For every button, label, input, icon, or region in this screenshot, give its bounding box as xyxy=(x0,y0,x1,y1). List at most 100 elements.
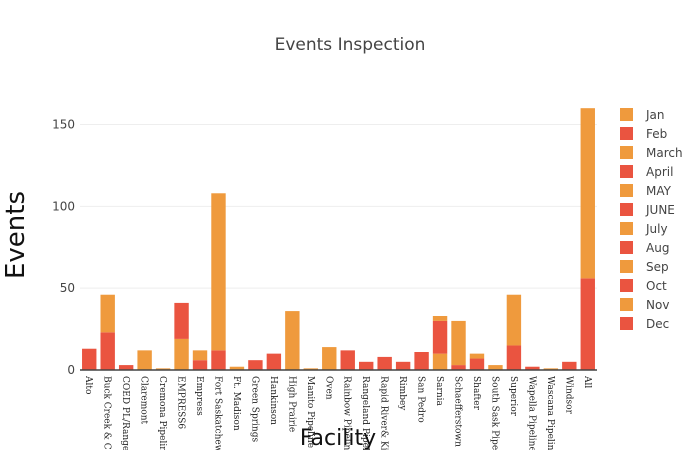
legend-label: Dec xyxy=(646,317,669,331)
bar-segment xyxy=(285,311,300,370)
x-tick-label: Alto xyxy=(83,375,93,394)
x-tick-label: Superior xyxy=(508,376,518,417)
y-tick-label: 100 xyxy=(52,199,75,213)
legend-label: Jan xyxy=(645,108,665,122)
bar-segment xyxy=(358,361,374,370)
x-tick-label: Oven xyxy=(323,376,333,400)
bar-segment xyxy=(469,358,485,370)
bar-segment xyxy=(100,332,115,370)
x-tick-label: Schaefferstown xyxy=(453,376,463,447)
x-tick-label: Buck Creek & CC xyxy=(102,376,112,450)
bar-segment xyxy=(432,320,448,354)
chart-title: Events Inspection xyxy=(275,35,426,55)
x-axis-title: Facility xyxy=(300,426,376,450)
x-tick-label: Claremont xyxy=(139,376,149,425)
bar-segment xyxy=(322,347,337,370)
bar-segment xyxy=(82,348,97,370)
legend-swatch xyxy=(620,165,633,178)
bar-segment xyxy=(340,350,355,370)
legend-label: July xyxy=(645,222,668,236)
x-tick-label: Rapid River& Kir xyxy=(379,376,389,450)
legend-label: MAY xyxy=(646,184,672,198)
x-tick-label: Wapella Pipeline xyxy=(526,376,536,450)
bar-segment xyxy=(580,108,595,279)
x-tick-label: Cremona Pipeline xyxy=(157,376,167,450)
bar-segment xyxy=(432,316,448,321)
x-tick-label: COED PL/Rangel xyxy=(120,376,130,450)
legend-label: Nov xyxy=(646,298,669,312)
bar-segment xyxy=(100,294,115,333)
x-tick-label: Rainbow Pipeline xyxy=(342,376,352,450)
legend-swatch xyxy=(620,298,633,311)
legend-label: JUNE xyxy=(645,203,675,217)
y-tick-label: 0 xyxy=(67,363,75,377)
legend-swatch xyxy=(620,127,633,140)
legend-swatch xyxy=(620,317,633,330)
x-tick-label: San Pedro xyxy=(416,376,426,423)
bar-segment xyxy=(155,368,171,370)
x-tick-label: Ft. Madison xyxy=(231,376,241,431)
x-tick-label: Windsor xyxy=(563,376,573,415)
bar-segment xyxy=(451,365,466,370)
bar-segment xyxy=(414,352,429,370)
legend-swatch xyxy=(620,203,633,216)
legend-label: March xyxy=(646,146,683,160)
bar-segment xyxy=(211,350,226,370)
x-tick-label: Hankinson xyxy=(268,376,278,425)
bar-segment xyxy=(248,360,263,370)
bar-segment xyxy=(543,368,559,370)
bar-segment xyxy=(303,368,319,370)
bar-segment xyxy=(506,345,522,370)
bar-segment xyxy=(395,361,411,370)
bar-segment xyxy=(118,365,134,370)
x-tick-label: South Sask Pipe xyxy=(489,376,499,450)
bar-segment xyxy=(525,366,540,370)
x-axis-ticks: Alto Buck Creek & CC COED PL/Rangel Claremo… xyxy=(83,375,592,450)
bar-segment xyxy=(211,193,226,351)
bar-segment xyxy=(432,353,448,370)
bar-segment xyxy=(469,353,485,359)
legend-swatch xyxy=(620,260,633,273)
bar-segment xyxy=(506,294,522,346)
bar-segment xyxy=(192,360,208,370)
y-tick-label: 150 xyxy=(52,118,75,132)
x-tick-label: Rimbey xyxy=(397,376,407,411)
bar-segment xyxy=(451,320,466,366)
bar-segment xyxy=(174,302,189,339)
y-axis-ticks: 0 50 100 150 xyxy=(52,118,75,377)
x-tick-label: All xyxy=(582,375,592,388)
legend: Jan Feb March April MAY JUNE July Aug Sep Oct Nov D… xyxy=(620,108,683,331)
legend-label: Oct xyxy=(646,279,667,293)
x-tick-label: Sarnia xyxy=(434,376,444,407)
bar-segment xyxy=(488,365,503,370)
legend-swatch xyxy=(620,184,633,197)
legend-label: April xyxy=(646,165,673,179)
bar-segment xyxy=(229,366,245,370)
legend-swatch xyxy=(620,222,633,235)
legend-label: Aug xyxy=(646,241,669,255)
legend-swatch xyxy=(620,108,633,121)
bars-layer xyxy=(82,108,595,370)
bar-segment xyxy=(562,361,577,370)
x-tick-label: Green Springs xyxy=(249,376,259,442)
legend-label: Feb xyxy=(646,127,667,141)
y-axis-title: Events xyxy=(1,191,31,279)
x-tick-label: Fort Saskatchew xyxy=(212,376,222,450)
bar-segment xyxy=(377,356,392,370)
x-tick-label: Wascana Pipeline xyxy=(545,376,555,450)
legend-swatch xyxy=(620,146,633,159)
x-tick-label: High Prairie xyxy=(286,376,296,432)
bar-segment xyxy=(266,353,282,370)
x-tick-label: Shafter xyxy=(471,376,481,411)
x-tick-label: EMPRESS6 xyxy=(176,376,186,429)
legend-swatch xyxy=(620,279,633,292)
bar-segment xyxy=(580,278,595,370)
x-tick-label: Manito Pipeline xyxy=(305,376,315,448)
bar-segment xyxy=(174,338,189,370)
x-tick-label: Rangeland Pipeline xyxy=(360,376,370,450)
x-tick-label: Empress xyxy=(194,376,204,416)
gridlines xyxy=(80,124,597,289)
y-tick-label: 50 xyxy=(60,281,75,295)
legend-label: Sep xyxy=(646,260,669,274)
